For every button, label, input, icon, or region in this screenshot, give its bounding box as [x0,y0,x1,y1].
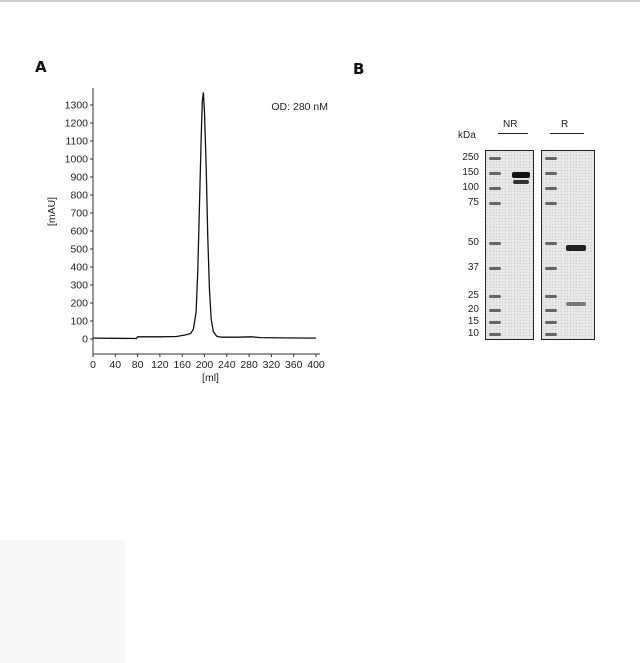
panel-b-label: B [353,60,365,78]
y-tick-label: 600 [70,226,88,238]
scan-smudge [0,540,125,663]
mw-label-250: 250 [462,152,479,163]
x-axis-label: [ml] [202,372,219,384]
mw-label-150: 150 [462,167,479,178]
series-line-0 [92,92,317,340]
y-tick-label: 200 [70,298,88,310]
y-tick-label: 0 [82,334,88,346]
y-tick-label: 700 [70,208,88,220]
y-tick-label: 100 [70,316,88,328]
y-tick-label: 1000 [65,154,89,166]
ladder-band-nr-250 [489,157,501,160]
ladder-band-r-75 [545,202,557,205]
x-tick-label: 240 [218,359,236,371]
band-nr-130 [513,180,529,184]
x-tick-label: 0 [90,359,96,371]
y-tick-label: 500 [70,244,88,256]
gel-unit-label: kDa [458,130,476,141]
gel-nonreduced [485,150,534,340]
lane-bar-nr [498,133,528,134]
x-tick-label: 80 [132,359,144,371]
mw-label-37: 37 [467,262,479,273]
band-r-light-chain [566,302,586,306]
ladder-band-nr-20 [489,309,501,312]
y-tick-label: 400 [70,262,88,274]
ladder-band-nr-100 [489,187,501,190]
panel-a-label: A [35,58,47,76]
mw-label-25: 25 [467,290,479,301]
mw-label-20: 20 [467,304,479,315]
mw-label-50: 50 [467,237,479,248]
ladder-band-nr-10 [489,333,501,336]
x-tick-label: 320 [263,359,281,371]
ladder-band-nr-75 [489,202,501,205]
y-tick-label: 800 [70,190,88,202]
ladder-band-r-250 [545,157,557,160]
lane-label-r: R [561,119,569,130]
ladder-band-r-20 [545,309,557,312]
lane-bar-r [550,133,584,134]
x-tick-label: 360 [285,359,303,371]
y-tick-label: 1200 [65,118,89,130]
x-tick-label: 40 [109,359,121,371]
ladder-band-nr-15 [489,321,501,324]
ladder-band-r-50 [545,242,557,245]
top-border [0,0,640,2]
x-tick-label: 400 [307,359,325,371]
y-tick-label: 1100 [65,136,88,148]
ladder-band-r-100 [545,187,557,190]
ladder-band-nr-37 [489,267,501,270]
x-tick-label: 280 [240,359,258,371]
gel-reduced [541,150,595,340]
y-tick-label: 300 [70,280,88,292]
od-annotation: OD: 280 nM [271,101,328,113]
mw-label-10: 10 [467,328,479,339]
ladder-band-nr-25 [489,295,501,298]
x-tick-label: 120 [151,359,169,371]
ladder-band-r-15 [545,321,557,324]
band-r-heavy-chain [566,245,586,251]
mw-label-75: 75 [467,197,479,208]
ladder-band-r-10 [545,333,557,336]
y-tick-label: 900 [70,172,88,184]
ladder-band-nr-150 [489,172,501,175]
mw-label-100: 100 [462,182,479,193]
ladder-band-r-25 [545,295,557,298]
ladder-band-r-37 [545,267,557,270]
x-tick-label: 160 [173,359,191,371]
x-tick-label: 200 [196,359,214,371]
band-nr-150 [512,172,530,178]
y-axis-label: [mAU] [46,197,58,226]
ladder-band-nr-50 [489,242,501,245]
y-tick-label: 1300 [65,100,89,112]
ladder-band-r-150 [545,172,557,175]
lane-label-nr: NR [503,119,518,130]
mw-label-15: 15 [467,316,479,327]
